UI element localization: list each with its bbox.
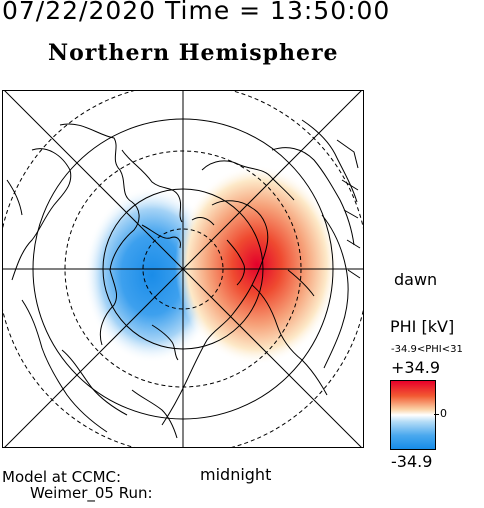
colorbar	[390, 380, 436, 450]
dawn-label: dawn	[394, 270, 438, 289]
colorbar-max-label: +34.9	[391, 358, 441, 377]
map-frame	[2, 90, 364, 448]
colorbar-zero-tick	[434, 414, 439, 415]
colorbar-title: PHI [kV]	[390, 317, 455, 336]
hemisphere-title: Northern Hemisphere	[48, 40, 339, 66]
colorbar-min-label: -34.9	[391, 452, 433, 471]
run-text: Weimer_05 Run:	[30, 484, 153, 502]
datetime-title: 07/22/2020 Time = 13:50:00	[2, 0, 391, 25]
coastlines	[6, 119, 361, 439]
meridian-line	[3, 90, 363, 448]
positive-potential-cell	[175, 165, 339, 365]
colorbar-zero-label: 0	[440, 407, 447, 420]
colorbar-range: -34.9<PHI<31	[391, 344, 463, 355]
polar-map	[2, 90, 364, 448]
model-text: Model at CCMC:	[2, 468, 122, 486]
midnight-label: midnight	[200, 465, 272, 484]
